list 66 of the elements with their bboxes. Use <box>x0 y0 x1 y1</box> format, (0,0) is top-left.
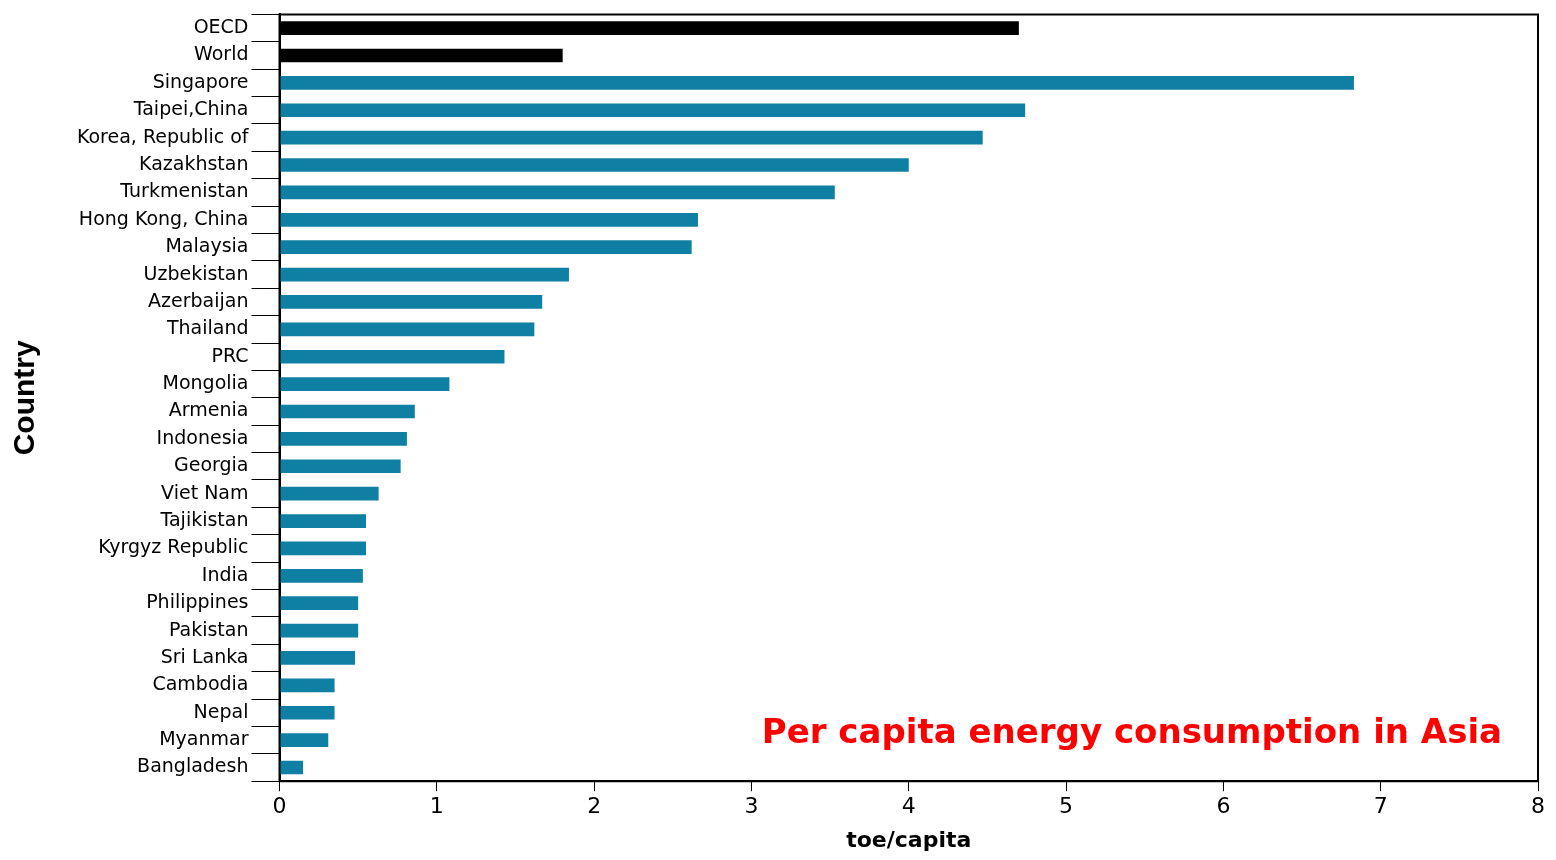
bar <box>280 733 329 747</box>
bar <box>280 432 407 446</box>
y-tick-label: Myanmar <box>159 727 249 750</box>
y-tick-label: Kyrgyz Republic <box>98 535 249 558</box>
bar <box>280 541 367 556</box>
bar <box>280 295 543 309</box>
x-tick-label: 0 <box>272 793 287 819</box>
bar <box>280 678 335 693</box>
y-tick-label: Bangladesh <box>137 754 249 777</box>
bar <box>280 158 909 172</box>
y-tick-label: OECD <box>193 15 249 38</box>
y-tick-label: Kazakhstan <box>139 151 249 174</box>
y-tick-label: World <box>194 42 249 65</box>
y-tick-label: Philippines <box>146 590 249 613</box>
bar <box>280 459 401 474</box>
x-tick-label: 8 <box>1531 793 1545 819</box>
bar <box>280 705 335 720</box>
y-tick-label: Singapore <box>152 69 249 92</box>
y-tick-label: Georgia <box>174 453 249 476</box>
y-tick-label: PRC <box>211 343 249 366</box>
bar <box>280 322 535 337</box>
x-axis-title: toe/capita <box>846 826 972 852</box>
y-tick-label: Korea, Republic of <box>76 124 250 147</box>
y-tick-label: Taipei,China <box>132 97 249 120</box>
bar <box>280 212 698 227</box>
x-tick-label: 6 <box>1216 793 1231 819</box>
bar <box>280 185 835 200</box>
y-tick-label: Pakistan <box>168 617 249 640</box>
bar <box>280 760 304 775</box>
y-tick-label: Cambodia <box>152 672 249 695</box>
bar <box>280 103 1026 118</box>
y-tick-label: Uzbekistan <box>143 261 249 284</box>
bar <box>280 377 450 391</box>
bar <box>280 76 1354 90</box>
y-tick-label: Azerbaijan <box>148 288 249 311</box>
x-tick-label: 4 <box>901 793 916 819</box>
annotation: Per capita energy consumption in Asia <box>761 711 1502 752</box>
bar <box>280 404 415 419</box>
bar <box>280 267 569 282</box>
bar <box>280 651 356 665</box>
x-tick-label: 5 <box>1059 793 1074 819</box>
bar <box>280 514 367 528</box>
bar <box>280 349 505 364</box>
y-tick-label: Indonesia <box>156 425 249 448</box>
x-tick-label: 7 <box>1373 793 1388 819</box>
y-tick-label: Sri Lanka <box>160 644 249 667</box>
y-tick-label: India <box>201 562 249 585</box>
bar <box>280 240 692 255</box>
bar <box>280 130 983 145</box>
y-tick-label: Mongolia <box>162 371 249 394</box>
y-axis-title: Country <box>7 339 41 456</box>
y-tick-label: Malaysia <box>165 234 249 257</box>
y-tick-label: Armenia <box>168 398 249 421</box>
x-tick-label: 1 <box>429 793 444 819</box>
y-tick-label: Hong Kong, China <box>78 206 249 229</box>
y-tick-label: Thailand <box>165 316 249 339</box>
x-tick-label: 2 <box>587 793 602 819</box>
y-tick-label: Nepal <box>193 699 249 722</box>
bar <box>280 568 363 583</box>
bar <box>280 596 359 611</box>
y-tick-label: Turkmenistan <box>119 179 249 202</box>
x-tick-label: 3 <box>744 793 759 819</box>
bar <box>280 486 379 501</box>
y-tick-label: Tajikistan <box>159 507 249 530</box>
y-tick-label: Viet Nam <box>161 480 249 503</box>
bar <box>280 623 359 638</box>
